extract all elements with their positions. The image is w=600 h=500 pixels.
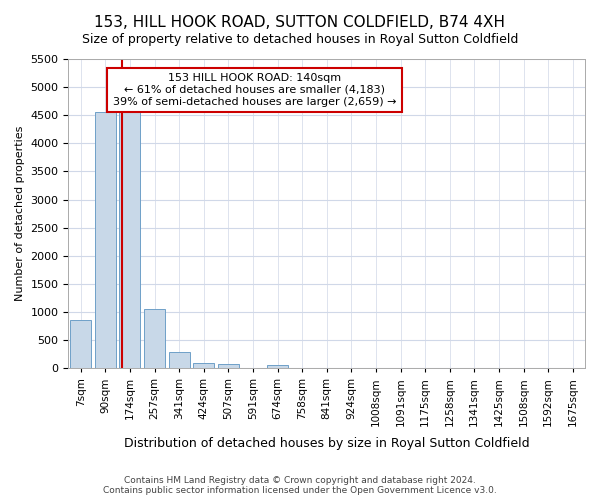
Y-axis label: Number of detached properties: Number of detached properties — [15, 126, 25, 301]
Text: Contains HM Land Registry data © Crown copyright and database right 2024.
Contai: Contains HM Land Registry data © Crown c… — [103, 476, 497, 495]
Bar — [144, 308, 165, 368]
Bar — [218, 364, 239, 368]
Bar — [119, 112, 140, 368]
Text: Size of property relative to detached houses in Royal Sutton Coldfield: Size of property relative to detached ho… — [82, 32, 518, 46]
Bar — [70, 320, 91, 368]
Text: 153, HILL HOOK ROAD, SUTTON COLDFIELD, B74 4XH: 153, HILL HOOK ROAD, SUTTON COLDFIELD, B… — [95, 15, 505, 30]
Bar — [193, 364, 214, 368]
Text: 153 HILL HOOK ROAD: 140sqm
← 61% of detached houses are smaller (4,183)
39% of s: 153 HILL HOOK ROAD: 140sqm ← 61% of deta… — [113, 74, 396, 106]
Bar — [267, 365, 288, 368]
Bar — [169, 352, 190, 368]
X-axis label: Distribution of detached houses by size in Royal Sutton Coldfield: Distribution of detached houses by size … — [124, 437, 530, 450]
Bar — [95, 112, 116, 368]
